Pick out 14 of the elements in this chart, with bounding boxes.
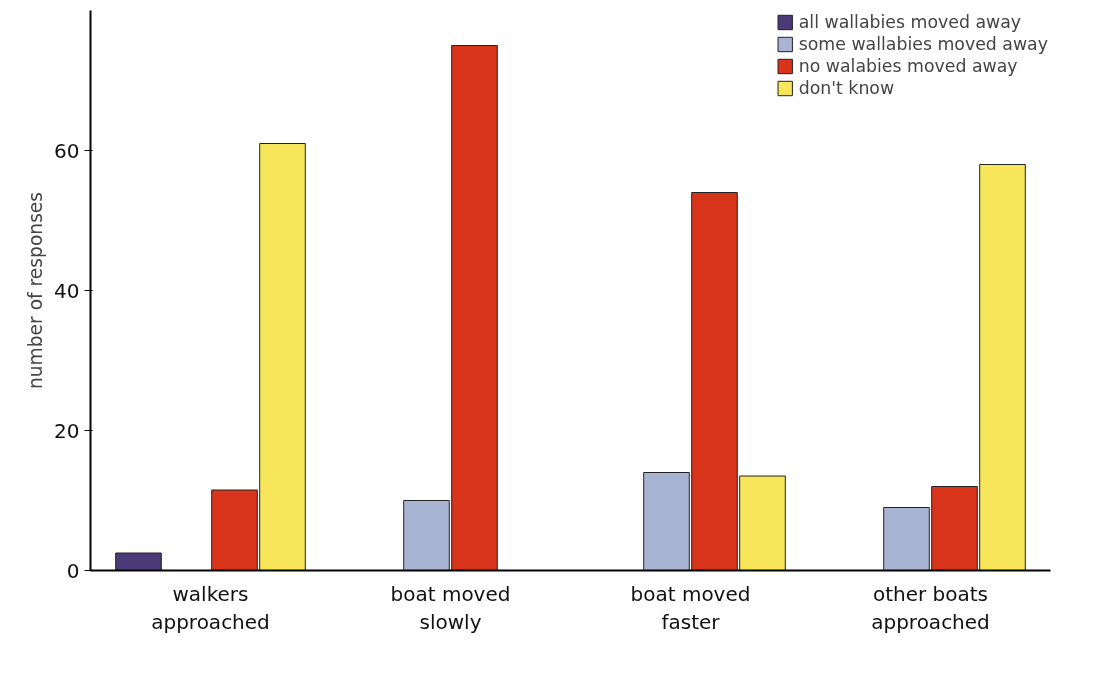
legend-label: don't know <box>798 78 895 98</box>
y-tick-label: 0 <box>66 558 80 583</box>
legend-label: all wallabies moved away <box>798 12 1022 32</box>
x-tick-label: boat moved slowly <box>390 581 511 635</box>
y-tick-label: 40 <box>54 278 80 303</box>
y-axis-title: number of responses <box>25 191 47 390</box>
bar <box>115 552 162 571</box>
x-tick-label: boat moved faster <box>630 581 751 635</box>
x-tick-label: other boats approached <box>871 581 990 635</box>
legend-label: no walabies moved away <box>798 56 1018 76</box>
x-tick-label: walkers approached <box>151 581 270 635</box>
y-tick-label: 20 <box>54 418 80 443</box>
y-tick-label: 60 <box>54 138 80 163</box>
legend-label: some wallabies moved away <box>798 34 1048 54</box>
